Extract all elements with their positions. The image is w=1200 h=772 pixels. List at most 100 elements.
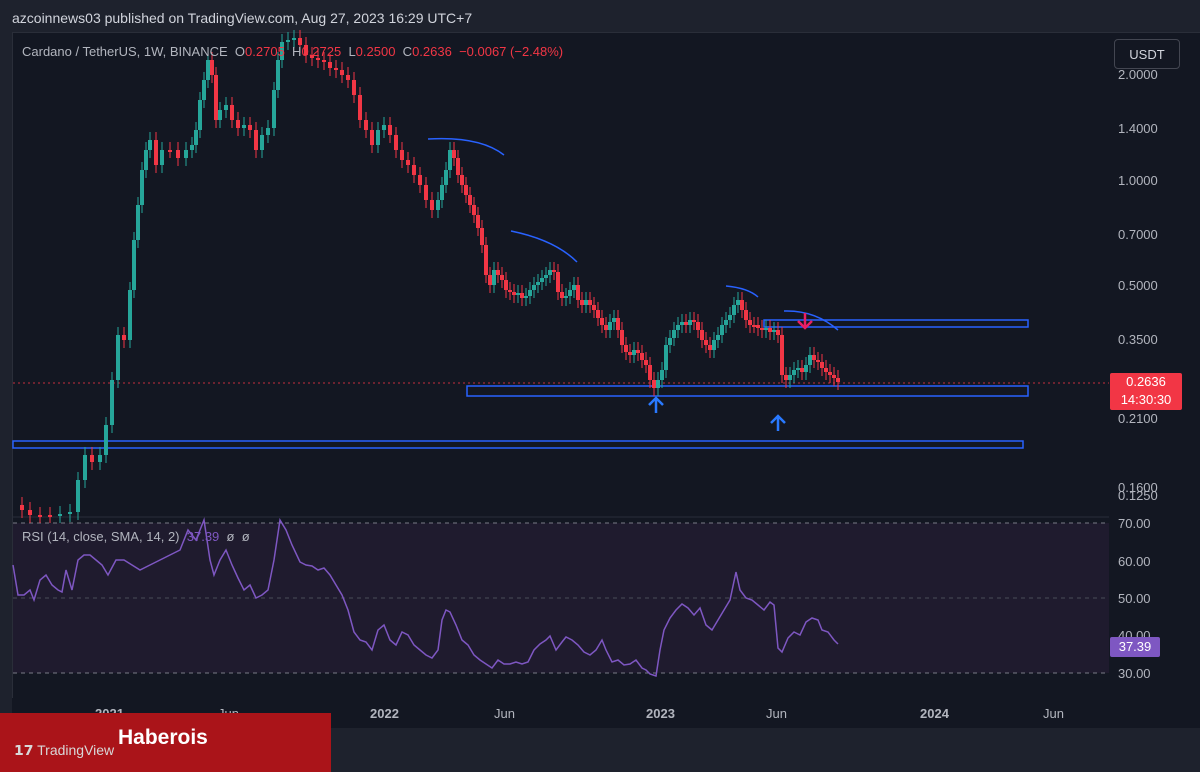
support-zone-1[interactable] xyxy=(466,385,1029,397)
candle-body xyxy=(224,105,228,110)
rsi-value-tag: 37.39 xyxy=(1110,637,1160,657)
candle-body xyxy=(608,322,612,330)
time-axis-label: 2022 xyxy=(370,706,399,721)
candle-body xyxy=(394,135,398,150)
candle-body xyxy=(376,130,380,145)
candle-body xyxy=(206,60,210,80)
candle-body xyxy=(692,320,696,322)
candle-body xyxy=(136,205,140,240)
rsi-legend[interactable]: RSI (14, close, SMA, 14, 2) 37.39 ø ø xyxy=(22,529,250,544)
candle-body xyxy=(764,328,768,330)
candle-body xyxy=(468,195,472,205)
resistance-zone[interactable] xyxy=(763,319,1029,328)
candle-body xyxy=(760,328,764,330)
candle-body xyxy=(624,345,628,352)
candle-body xyxy=(716,335,720,340)
candle-body xyxy=(370,130,374,145)
brand-banner xyxy=(0,713,331,772)
candle-body xyxy=(436,200,440,210)
candle-body xyxy=(286,40,290,42)
candle-body xyxy=(580,300,584,305)
candle-body xyxy=(122,335,126,340)
candle-body xyxy=(184,150,188,158)
tradingview-logo: 𝟭𝟳 TradingView xyxy=(14,742,115,758)
candle-body xyxy=(90,455,94,462)
candle-body xyxy=(104,425,108,455)
trend-arc-3[interactable] xyxy=(725,285,759,298)
candle-body xyxy=(116,335,120,380)
price-axis-label: 0.5000 xyxy=(1118,278,1158,293)
candle-body xyxy=(632,350,636,355)
candle-body xyxy=(132,240,136,290)
candle-body xyxy=(316,58,320,60)
candle-body xyxy=(628,352,632,355)
candle-body xyxy=(440,185,444,200)
candle-body xyxy=(832,375,836,378)
candle-body xyxy=(732,305,736,315)
candle-body xyxy=(298,38,302,45)
candle-body xyxy=(600,318,604,325)
candle-body xyxy=(524,296,528,298)
candle-body xyxy=(248,125,252,130)
candle-body xyxy=(836,378,840,382)
trend-arc-4[interactable] xyxy=(783,310,839,331)
candle-body xyxy=(280,42,284,60)
candle-body xyxy=(148,140,152,150)
candle-body xyxy=(708,345,712,350)
candle-body xyxy=(512,292,516,295)
candlestick-series[interactable] xyxy=(20,30,840,523)
candle-body xyxy=(346,75,350,80)
close-label: C xyxy=(402,44,413,59)
brand-name: Haberois xyxy=(118,726,208,749)
candle-body xyxy=(808,355,812,365)
candle-body xyxy=(340,70,344,75)
price-axis-label: 0.1250 xyxy=(1118,488,1158,503)
candle-body xyxy=(680,322,684,325)
candle-body xyxy=(488,275,492,285)
current-price-tag: 0.2636 14:30:30 xyxy=(1110,373,1182,410)
candle-body xyxy=(58,514,62,516)
candle-body xyxy=(568,290,572,296)
candle-body xyxy=(176,150,180,158)
candle-body xyxy=(528,290,532,296)
candle-body xyxy=(430,200,434,210)
candle-body xyxy=(812,355,816,360)
candle-body xyxy=(736,300,740,305)
price-axis-label: 0.3500 xyxy=(1118,332,1158,347)
support-zone-2[interactable] xyxy=(12,440,1024,449)
candle-body xyxy=(358,95,362,120)
candle-body xyxy=(110,380,114,425)
candle-body xyxy=(476,215,480,228)
candle-body xyxy=(616,318,620,330)
candle-body xyxy=(322,60,326,62)
candle-body xyxy=(304,45,308,55)
candle-body xyxy=(748,320,752,325)
candle-body xyxy=(210,60,214,75)
symbol-name: Cardano / TetherUS, 1W, BINANCE xyxy=(22,44,228,59)
candle-body xyxy=(724,320,728,325)
candle-body xyxy=(620,330,624,345)
candle-body xyxy=(412,165,416,175)
candle-body xyxy=(728,315,732,320)
candle-body xyxy=(160,150,164,165)
candle-body xyxy=(20,505,24,510)
currency-button[interactable]: USDT xyxy=(1114,39,1180,69)
candle-body xyxy=(656,380,660,388)
candle-body xyxy=(596,310,600,318)
candle-body xyxy=(400,150,404,160)
candle-body xyxy=(48,515,52,517)
candle-body xyxy=(456,158,460,175)
symbol-legend[interactable]: Cardano / TetherUS, 1W, BINANCE O0.2705 … xyxy=(22,44,563,59)
publisher-info: azcoinnews03 published on TradingView.co… xyxy=(12,10,473,26)
arrow-down-icon xyxy=(797,313,813,330)
candle-body xyxy=(668,338,672,345)
open-value: 0.2705 xyxy=(245,44,285,59)
trend-arc-1[interactable] xyxy=(427,137,505,156)
price-scale[interactable] xyxy=(1110,32,1200,699)
candle-body xyxy=(230,105,234,120)
candle-body xyxy=(820,362,824,368)
trend-arc-2[interactable] xyxy=(510,230,578,263)
candle-body xyxy=(218,110,222,120)
candle-body xyxy=(242,125,246,128)
